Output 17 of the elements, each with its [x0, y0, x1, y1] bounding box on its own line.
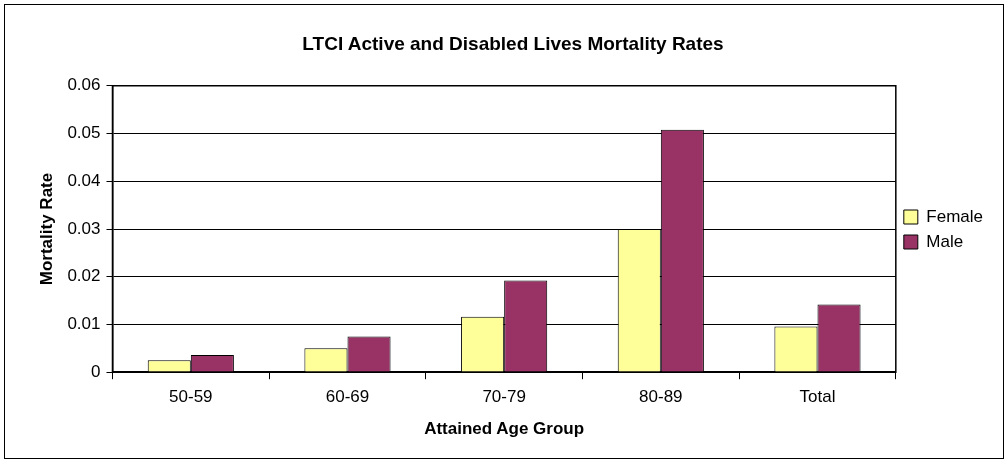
y-tick-label: 0 [91, 361, 101, 381]
y-tick-label: 0.06 [67, 75, 101, 95]
y-axis-title: Mortality Rate [36, 172, 56, 286]
legend-label: Female [926, 206, 983, 226]
x-axis-title: Attained Age Group [424, 419, 585, 439]
legend-label: Male [926, 231, 964, 251]
y-tick-label: 0.05 [67, 123, 101, 143]
x-tick-label: 50-59 [169, 387, 213, 407]
y-tick-label: 0.02 [67, 266, 101, 286]
y-tick-label: 0.03 [67, 218, 101, 238]
chart-title: LTCI Active and Disabled Lives Mortality Rates [302, 32, 724, 54]
x-tick-label: Total [799, 387, 836, 407]
x-tick-label: 70-79 [482, 387, 526, 407]
x-tick-label: 60-69 [325, 387, 370, 407]
y-tick-label: 0.04 [67, 170, 101, 190]
x-tick-label: 80-89 [639, 387, 683, 407]
y-tick-label: 0.01 [67, 314, 101, 334]
